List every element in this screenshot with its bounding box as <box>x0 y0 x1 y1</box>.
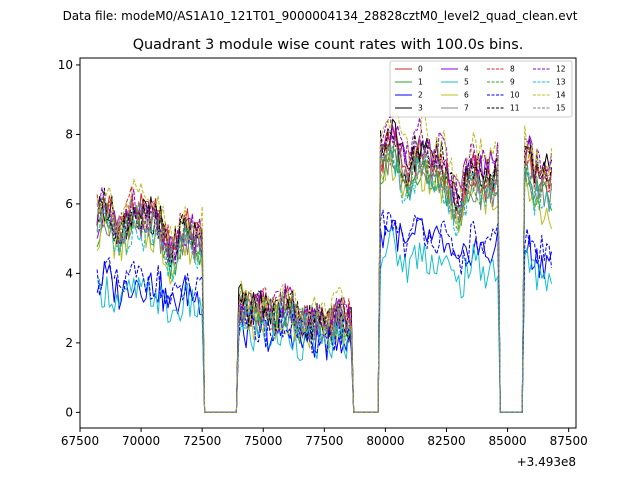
x-offset-label: +3.493e8 <box>517 455 576 469</box>
y-tick-label: 2 <box>65 336 73 350</box>
legend-label-15: 15 <box>556 104 566 113</box>
series-line-15 <box>96 136 553 413</box>
x-tick-label: 70000 <box>122 434 160 448</box>
series-line-5 <box>96 228 553 413</box>
y-tick-label: 10 <box>58 58 73 72</box>
legend-label-10: 10 <box>510 91 520 100</box>
x-tick-label: 80000 <box>366 434 404 448</box>
legend-label-8: 8 <box>510 65 515 74</box>
x-axis: 67500 70000 72500 75000 77500 80000 82500 85000… <box>61 428 588 448</box>
series-line-11 <box>96 128 553 413</box>
legend-label-4: 4 <box>464 65 469 74</box>
legend-label-3: 3 <box>418 104 423 113</box>
legend-label-13: 13 <box>556 78 566 87</box>
legend-label-0: 0 <box>418 65 423 74</box>
legend-label-12: 12 <box>556 65 566 74</box>
x-tick-label: 77500 <box>305 434 343 448</box>
series-line-3 <box>96 118 553 413</box>
x-tick-label: 87500 <box>550 434 588 448</box>
chart-title: Quadrant 3 module wise count rates with … <box>133 37 524 53</box>
legend-label-9: 9 <box>510 78 515 87</box>
y-tick-label: 8 <box>65 127 73 141</box>
x-tick-label: 85000 <box>488 434 526 448</box>
plot-frame <box>79 57 577 429</box>
legend-label-7: 7 <box>464 104 469 113</box>
x-tick-label: 67500 <box>61 434 99 448</box>
y-tick-label: 0 <box>65 405 73 419</box>
series-line-0 <box>96 128 553 413</box>
legend-label-1: 1 <box>418 78 423 87</box>
file-suptitle: Data file: modeM0/AS1A10_121T01_90000041… <box>63 9 578 23</box>
y-tick-label: 6 <box>65 197 73 211</box>
legend-label-2: 2 <box>418 91 423 100</box>
y-axis: 0 2 4 6 8 10 <box>58 58 80 419</box>
legend-label-11: 11 <box>510 104 520 113</box>
legend-label-14: 14 <box>556 91 566 100</box>
x-tick-label: 72500 <box>183 434 221 448</box>
legend-label-6: 6 <box>464 91 469 100</box>
series-line-10 <box>96 209 553 413</box>
series-line-13 <box>96 145 553 413</box>
x-tick-label: 82500 <box>427 434 465 448</box>
y-tick-label: 4 <box>65 266 73 280</box>
legend-box <box>389 60 573 118</box>
legend-label-5: 5 <box>464 78 469 87</box>
x-tick-label: 75000 <box>244 434 282 448</box>
